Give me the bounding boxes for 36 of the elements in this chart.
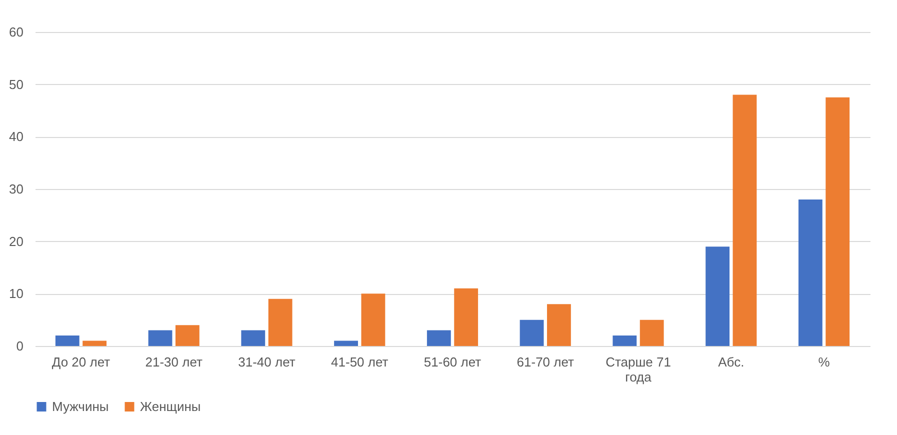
bar xyxy=(826,97,850,346)
bar xyxy=(547,304,571,346)
bar xyxy=(520,320,544,346)
bar xyxy=(148,330,172,346)
x-tick-label: 21-30 лет xyxy=(145,354,202,370)
y-tick-label: 40 xyxy=(9,129,24,144)
y-tick-label: 30 xyxy=(9,182,24,196)
bar xyxy=(454,288,478,346)
bar xyxy=(798,199,822,346)
x-tick-label: Абс. xyxy=(718,354,744,370)
bar xyxy=(268,298,292,346)
x-tick-label: 31-40 лет xyxy=(238,354,296,370)
bar xyxy=(706,246,730,346)
bar xyxy=(361,294,386,346)
bar xyxy=(612,336,637,346)
bar xyxy=(640,320,664,346)
bar xyxy=(241,330,266,346)
y-tick-label: 50 xyxy=(9,76,24,92)
y-tick-label: 10 xyxy=(9,286,24,302)
y-tick-label: 20 xyxy=(9,234,24,249)
x-tick-label: % xyxy=(818,354,830,370)
x-tick-label: 61-70 лет xyxy=(516,354,574,370)
x-tick-label: До 20 лет xyxy=(52,354,110,370)
bar xyxy=(175,325,200,346)
x-tick-label: 51-60 лет xyxy=(424,354,482,370)
legend-label: Женщины xyxy=(140,398,201,414)
bar xyxy=(334,340,358,346)
y-tick-label: 60 xyxy=(9,24,24,40)
y-tick-label: 0 xyxy=(16,338,24,354)
bar xyxy=(426,330,451,346)
bar xyxy=(55,336,80,346)
legend-label: Мужчины xyxy=(52,398,109,414)
x-tick-label: Старше 71 года xyxy=(606,354,671,384)
bar xyxy=(82,340,107,346)
x-tick-label: 41-50 лет xyxy=(331,354,388,370)
bar xyxy=(732,94,757,346)
